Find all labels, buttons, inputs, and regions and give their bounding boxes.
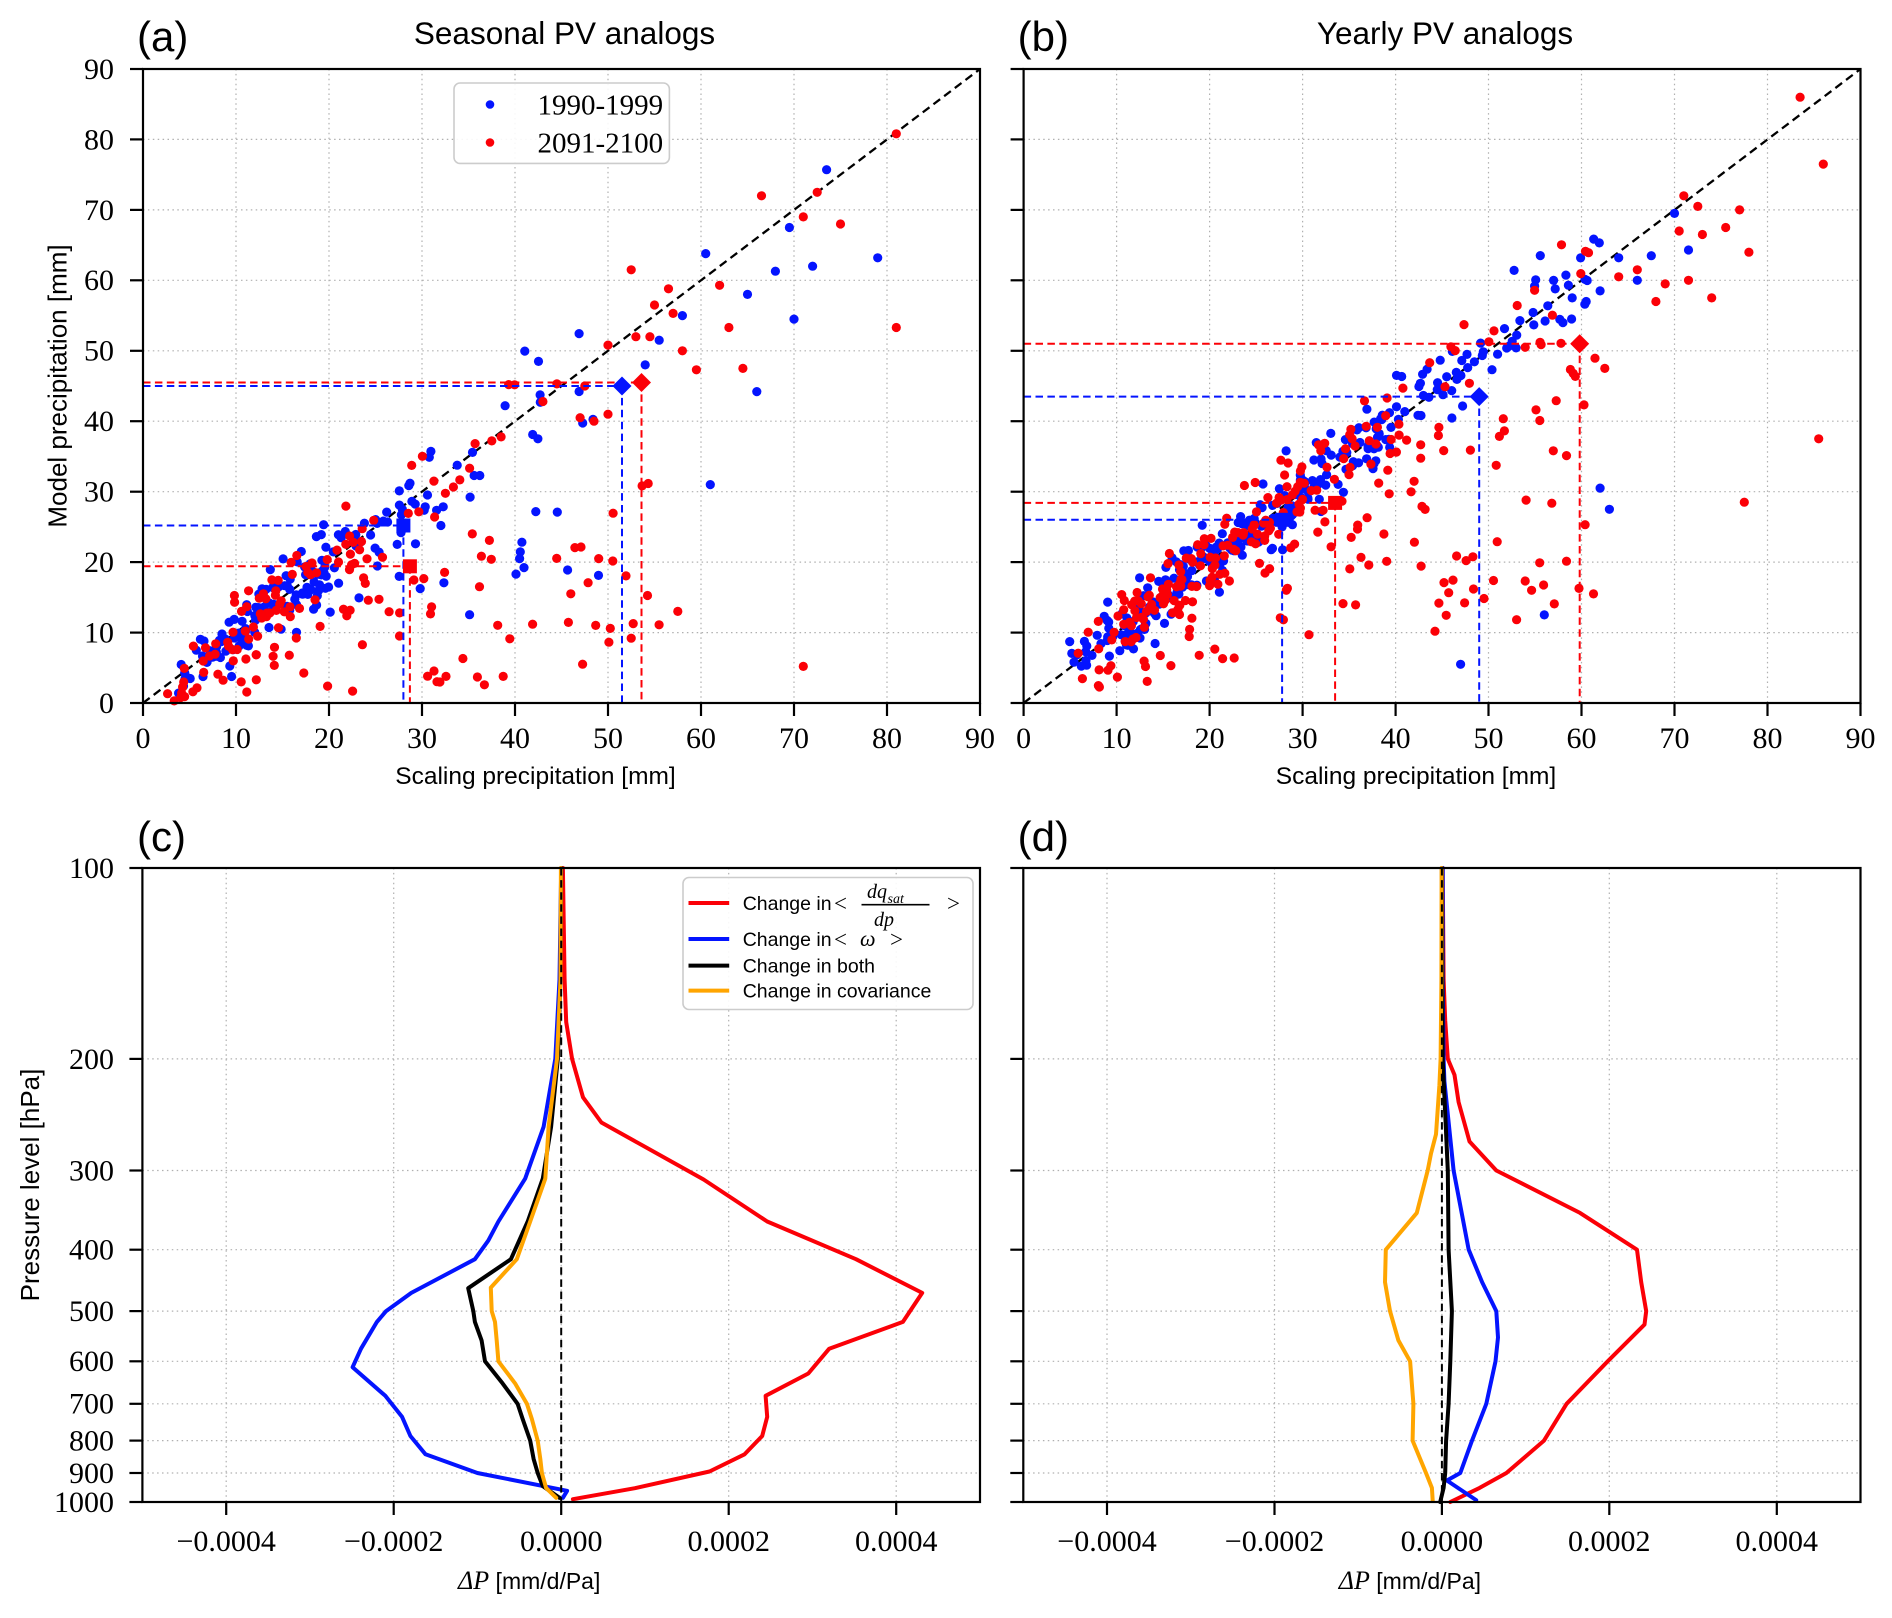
svg-text:0.0004: 0.0004 — [855, 1525, 938, 1558]
svg-text:0.0000: 0.0000 — [1401, 1525, 1484, 1558]
svg-text:0.0002: 0.0002 — [687, 1525, 770, 1558]
svg-text:90: 90 — [1846, 722, 1876, 755]
svg-text:800: 800 — [69, 1425, 114, 1458]
svg-text:500: 500 — [69, 1295, 114, 1328]
svg-text:600: 600 — [69, 1345, 114, 1378]
svg-text:90: 90 — [965, 722, 995, 755]
svg-text:(c): (c) — [137, 813, 186, 860]
svg-text:0: 0 — [136, 722, 151, 755]
svg-text:Scaling precipitation [mm]: Scaling precipitation [mm] — [1276, 763, 1557, 790]
svg-text:20: 20 — [84, 546, 114, 579]
svg-text:300: 300 — [69, 1154, 114, 1187]
svg-text:ΔP [mm/d/Pa]: ΔP [mm/d/Pa] — [457, 1566, 600, 1595]
svg-text:70: 70 — [1660, 722, 1690, 755]
svg-text:90: 90 — [84, 53, 114, 86]
svg-text:>: > — [947, 891, 960, 916]
svg-text:Yearly PV analogs: Yearly PV analogs — [1317, 15, 1573, 51]
svg-text:80: 80 — [1753, 722, 1783, 755]
svg-text:2091-2100: 2091-2100 — [538, 128, 664, 160]
svg-text:ω: ω — [860, 926, 876, 951]
svg-text:Change in: Change in — [743, 893, 832, 915]
svg-text:>: > — [890, 927, 903, 952]
svg-text:50: 50 — [593, 722, 623, 755]
svg-text:<: < — [834, 927, 847, 952]
svg-text:(d): (d) — [1018, 813, 1069, 860]
svg-text:50: 50 — [84, 335, 114, 368]
svg-text:0: 0 — [1016, 722, 1031, 755]
svg-text:dp: dp — [874, 909, 894, 931]
svg-text:20: 20 — [1195, 722, 1225, 755]
svg-text:Pressure level [hPa]: Pressure level [hPa] — [15, 1069, 45, 1302]
svg-text:60: 60 — [84, 264, 114, 297]
svg-text:−0.0002: −0.0002 — [1225, 1525, 1324, 1558]
svg-text:70: 70 — [84, 194, 114, 227]
svg-text:1000: 1000 — [54, 1486, 114, 1519]
svg-text:0.0000: 0.0000 — [520, 1525, 603, 1558]
svg-text:Change in covariance: Change in covariance — [743, 981, 932, 1003]
svg-text:Scaling precipitation [mm]: Scaling precipitation [mm] — [395, 763, 676, 790]
svg-text:−0.0004: −0.0004 — [1057, 1525, 1156, 1558]
svg-text:40: 40 — [500, 722, 530, 755]
svg-text:0.0002: 0.0002 — [1568, 1525, 1651, 1558]
svg-text:40: 40 — [84, 405, 114, 438]
svg-text:Seasonal PV analogs: Seasonal PV analogs — [414, 15, 715, 51]
svg-text:60: 60 — [686, 722, 716, 755]
svg-text:30: 30 — [84, 476, 114, 509]
svg-text:700: 700 — [69, 1388, 114, 1421]
svg-text:−0.0004: −0.0004 — [176, 1525, 275, 1558]
svg-text:<: < — [834, 891, 847, 916]
svg-text:50: 50 — [1474, 722, 1504, 755]
svg-text:sat: sat — [888, 892, 905, 907]
svg-text:900: 900 — [69, 1457, 114, 1490]
svg-text:Change in both: Change in both — [743, 956, 875, 978]
svg-text:60: 60 — [1567, 722, 1597, 755]
svg-text:10: 10 — [84, 617, 114, 650]
svg-text:20: 20 — [314, 722, 344, 755]
svg-text:70: 70 — [779, 722, 809, 755]
svg-text:Change in: Change in — [743, 929, 832, 951]
svg-text:200: 200 — [69, 1043, 114, 1076]
svg-text:40: 40 — [1381, 722, 1411, 755]
svg-text:ΔP [mm/d/Pa]: ΔP [mm/d/Pa] — [1338, 1566, 1481, 1595]
svg-text:100: 100 — [69, 852, 114, 885]
svg-text:10: 10 — [1102, 722, 1132, 755]
svg-text:30: 30 — [1288, 722, 1318, 755]
svg-text:30: 30 — [407, 722, 437, 755]
svg-text:80: 80 — [84, 123, 114, 156]
svg-text:(a): (a) — [137, 13, 188, 60]
svg-text:dq: dq — [867, 881, 887, 903]
svg-text:10: 10 — [221, 722, 251, 755]
svg-text:−0.0002: −0.0002 — [344, 1525, 443, 1558]
svg-text:0.0004: 0.0004 — [1736, 1525, 1819, 1558]
svg-text:(b): (b) — [1018, 13, 1069, 60]
svg-text:400: 400 — [69, 1234, 114, 1267]
svg-text:1990-1999: 1990-1999 — [538, 90, 664, 122]
svg-text:80: 80 — [872, 722, 902, 755]
svg-text:Model precipitation [mm]: Model precipitation [mm] — [43, 244, 73, 527]
svg-text:0: 0 — [99, 687, 114, 720]
